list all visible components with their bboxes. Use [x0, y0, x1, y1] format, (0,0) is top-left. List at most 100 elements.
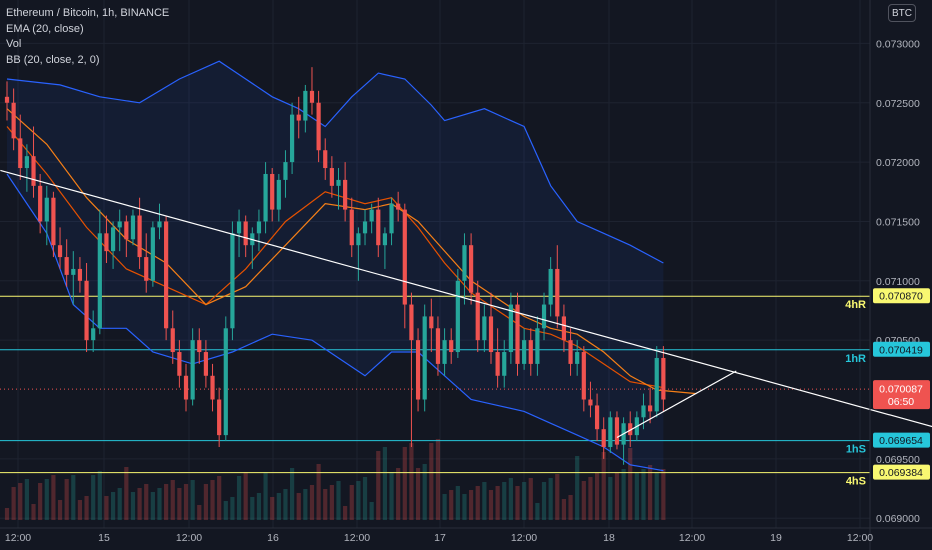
volume-bar — [44, 479, 49, 520]
volume-bar — [4, 508, 10, 520]
symbol-title[interactable]: Ethereum / Bitcoin, 1h, BINANCE — [6, 7, 170, 19]
volume-bar — [77, 500, 83, 520]
volume-bar — [57, 500, 63, 520]
volume-bar — [508, 478, 513, 520]
volume-indicator-label[interactable]: Vol — [6, 38, 22, 50]
candle-body — [429, 316, 434, 329]
candle-body — [223, 328, 228, 436]
candle-body — [396, 203, 401, 210]
candle-body — [296, 114, 301, 121]
volume-bar — [654, 473, 659, 520]
volume-bar — [124, 467, 129, 520]
volume-bar — [283, 489, 288, 520]
level-price-box — [873, 341, 930, 357]
current-price-label: 0.070087 — [879, 384, 923, 396]
volume-bar — [469, 490, 474, 520]
volume-bar — [535, 503, 540, 520]
bollinger-lower-band — [6, 173, 664, 472]
level-name: 1hS — [846, 444, 866, 456]
volume-bar — [349, 485, 354, 520]
volume-bar — [197, 505, 202, 520]
ema-indicator-label[interactable]: EMA (20, close) — [6, 22, 84, 35]
volume-bar — [528, 478, 533, 520]
chart-legend: Ethereum / Bitcoin, 1h, BINANCE EMA (20,… — [6, 6, 169, 68]
volume-bar — [270, 497, 275, 520]
candle-body — [210, 375, 215, 400]
volume-bar — [594, 473, 600, 520]
volume-bar — [475, 486, 480, 520]
candle-body — [502, 352, 507, 376]
candle-body — [528, 340, 533, 364]
volume-bar — [38, 483, 43, 520]
candle-body — [230, 233, 235, 329]
candle-body — [329, 168, 334, 186]
level-price-box — [873, 288, 930, 304]
time-axis[interactable]: 12:00 15 12:00 16 12:00 17 12:00 18 12:00 19 12:00 — [5, 532, 873, 544]
candle-body — [389, 203, 394, 234]
candle-body — [190, 340, 195, 400]
level-price-label: 0.070870 — [879, 291, 923, 303]
candle-body — [164, 221, 169, 329]
price-tick-label: 0.071000 — [876, 276, 920, 288]
candle-body — [243, 221, 248, 246]
volume-bar — [601, 452, 606, 520]
volume-bar — [634, 473, 639, 520]
volume-bar — [661, 469, 666, 520]
volume-bar — [435, 439, 441, 520]
volume-bar — [157, 488, 162, 520]
time-tick-label: 12:00 — [344, 532, 370, 544]
candle-body — [57, 245, 63, 258]
candle-body — [508, 304, 513, 353]
candle-body — [18, 138, 23, 169]
level-price-label: 0.069654 — [879, 435, 923, 447]
volume-bar — [150, 492, 155, 520]
candle-body — [38, 185, 43, 222]
volume-bar — [362, 477, 368, 520]
volume-bar — [84, 496, 89, 520]
candle-body — [422, 316, 427, 400]
volume-bar — [130, 492, 136, 520]
candle-body — [150, 227, 155, 281]
candle-body — [455, 280, 460, 353]
candles — [4, 67, 666, 465]
volume-bar — [263, 472, 268, 520]
time-tick-label: 15 — [98, 532, 110, 544]
volume-bar — [230, 497, 235, 520]
level-price-label: 0.069384 — [879, 467, 923, 479]
candle-body — [548, 268, 553, 305]
currency-badge[interactable]: BTC — [888, 4, 916, 22]
candle-body — [183, 375, 189, 400]
candle-body — [197, 340, 202, 353]
volume-bar — [183, 484, 189, 520]
volume-bar — [243, 472, 248, 520]
price-axis[interactable]: 0.073000 0.072500 0.072000 0.071500 0.071000… — [876, 38, 920, 525]
volume-bar — [31, 504, 36, 520]
candle-body — [84, 280, 89, 341]
time-tick-label: 12:00 — [679, 532, 705, 544]
candle-body — [11, 102, 16, 139]
candle-body — [91, 328, 96, 341]
candle-body — [71, 268, 76, 275]
volume-bar — [71, 475, 76, 520]
ascending-trendline — [616, 370, 737, 439]
volume-bar — [429, 443, 434, 520]
volume-bar — [442, 494, 447, 520]
candle-body — [316, 102, 321, 151]
candle-body — [77, 268, 83, 281]
price-tick-label: 0.072000 — [876, 157, 920, 169]
candle-body — [515, 304, 520, 364]
candle-body — [349, 209, 354, 246]
bollinger-indicator-label[interactable]: BB (20, close, 2, 0) — [6, 53, 100, 66]
volume-bar — [561, 499, 567, 520]
descending-trendline — [0, 169, 932, 428]
candle-body — [601, 429, 606, 447]
candle-body — [369, 209, 374, 222]
volume-bar — [110, 492, 116, 520]
volume-bar — [97, 471, 102, 520]
candle-body — [177, 352, 182, 376]
chart-grid — [0, 0, 870, 528]
candle-body — [104, 233, 109, 252]
candle-body — [442, 340, 447, 364]
candle-body — [561, 316, 567, 341]
